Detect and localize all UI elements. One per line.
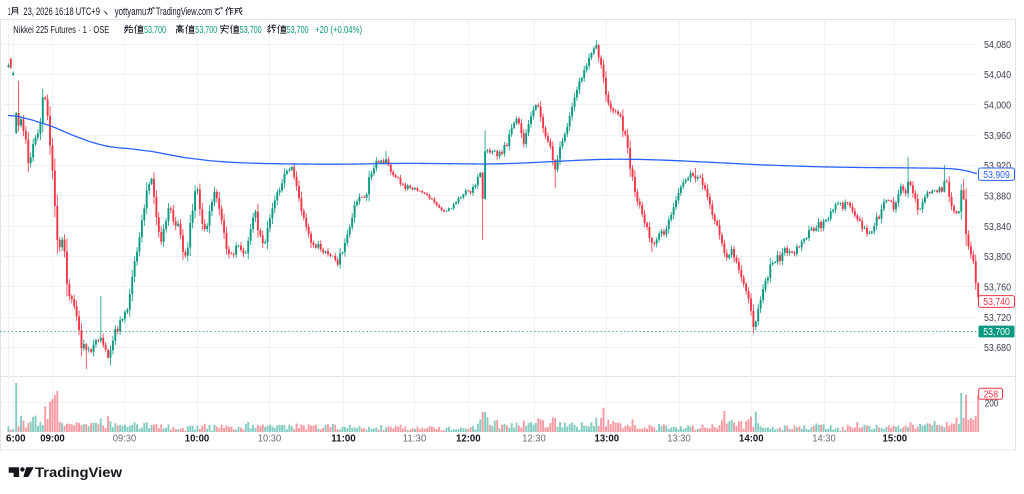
svg-text:yottyamu: yottyamu (115, 6, 147, 18)
svg-text:1: 1 (8, 6, 11, 18)
svg-text:11:30: 11:30 (403, 433, 427, 444)
svg-text:23, 2026 16:18 UTC+9: 23, 2026 16:18 UTC+9 (23, 6, 100, 18)
svg-text:53,800: 53,800 (984, 252, 1011, 263)
svg-text:53,960: 53,960 (984, 131, 1011, 142)
svg-text:54,080: 54,080 (984, 40, 1011, 51)
svg-text:53,740: 53,740 (983, 297, 1010, 308)
svg-text:53,720: 53,720 (984, 313, 1011, 324)
svg-text:14:00: 14:00 (739, 433, 764, 444)
svg-text:53,909: 53,909 (983, 170, 1010, 181)
svg-text:12:00: 12:00 (456, 433, 481, 444)
svg-text:53,700: 53,700 (287, 24, 309, 36)
svg-text:Nikkei 225 Futures · 1 · OSE: Nikkei 225 Futures · 1 · OSE (13, 24, 109, 36)
svg-text:09:00: 09:00 (40, 433, 65, 444)
svg-text:53,760: 53,760 (984, 283, 1011, 294)
svg-text:53,700: 53,700 (240, 24, 262, 36)
svg-text:53,880: 53,880 (984, 192, 1011, 203)
svg-text:09:30: 09:30 (113, 433, 137, 444)
svg-text:258: 258 (984, 389, 999, 400)
svg-text:53,700: 53,700 (983, 327, 1010, 338)
svg-text:14:30: 14:30 (812, 433, 836, 444)
svg-text:15:00: 15:00 (883, 433, 908, 444)
svg-text:53,840: 53,840 (984, 222, 1011, 233)
svg-text:TradingView: TradingView (35, 465, 123, 480)
svg-text:6:00: 6:00 (6, 433, 26, 444)
svg-text:53,920: 53,920 (984, 161, 1011, 172)
svg-text:53,700: 53,700 (195, 24, 217, 36)
svg-text:13:00: 13:00 (595, 433, 620, 444)
svg-text:10:00: 10:00 (185, 433, 210, 444)
svg-text:TradingView.com: TradingView.com (156, 6, 212, 18)
svg-text:12:30: 12:30 (522, 433, 546, 444)
svg-text:10:30: 10:30 (258, 433, 282, 444)
svg-text:11:00: 11:00 (331, 433, 356, 444)
svg-text:53,680: 53,680 (984, 343, 1011, 354)
svg-text:13:30: 13:30 (667, 433, 691, 444)
svg-text:53,700: 53,700 (144, 24, 166, 36)
svg-text:200: 200 (985, 399, 999, 410)
svg-text:54,040: 54,040 (984, 70, 1011, 81)
svg-text:54,000: 54,000 (984, 101, 1011, 112)
svg-text:+20 (+0.04%): +20 (+0.04%) (315, 24, 362, 36)
